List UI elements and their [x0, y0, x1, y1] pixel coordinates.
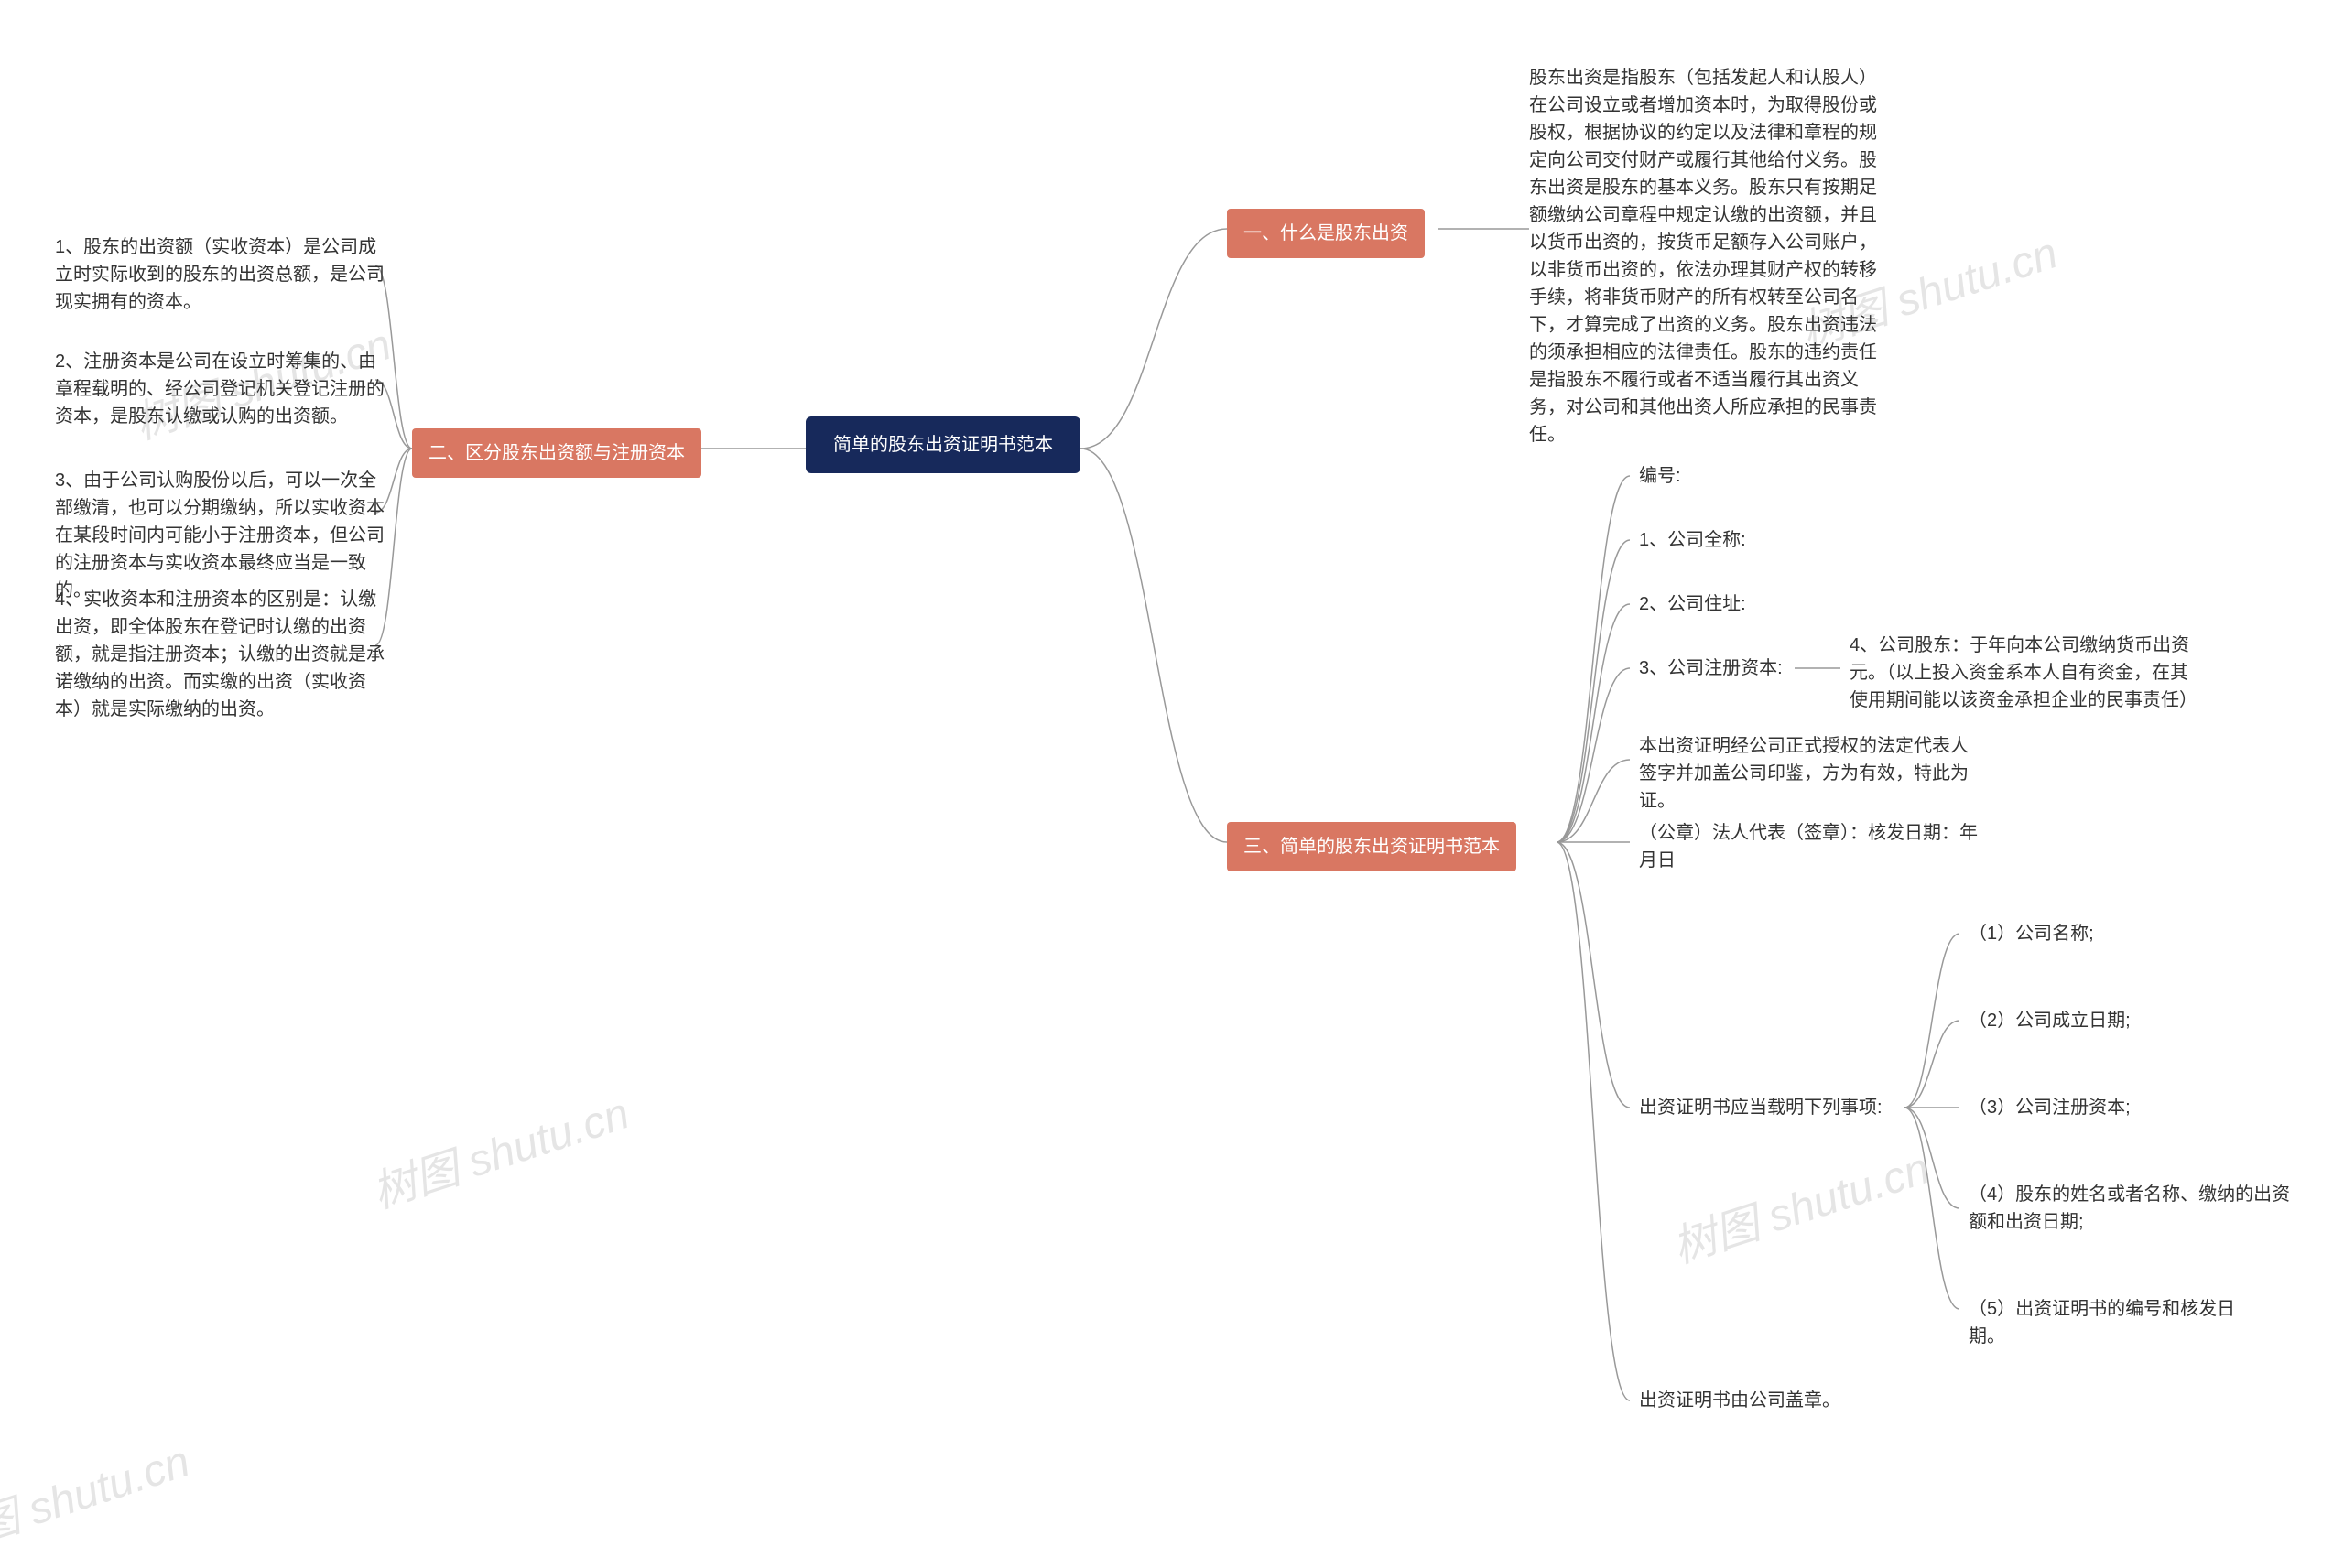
branch-3-sign: 本出资证明经公司正式授权的法定代表人签字并加盖公司印鉴，方为有效，特此为证。 [1639, 732, 1978, 815]
watermark: 树图 shutu.cn [0, 1425, 196, 1568]
watermark: 树图 shutu.cn [363, 1077, 635, 1220]
branch-3-list-3: （3）公司注册资本; [1969, 1094, 2131, 1121]
branch-3-i2: 2、公司住址: [1639, 590, 1746, 618]
branch-3-i3sub: 4、公司股东：于年向本公司缴纳货币出资元。（以上投入资金系本人自有资金，在其使用… [1850, 632, 2198, 714]
watermark: 树图 shutu.cn [1663, 1132, 1936, 1275]
root-node: 简单的股东出资证明书范本 [806, 416, 1080, 473]
branch-3-no: 编号: [1639, 462, 1681, 490]
branch-2-item-2: 2、注册资本是公司在设立时筹集的、由章程载明的、经公司登记机关登记注册的资本，是… [55, 348, 385, 430]
branch-2-item-3: 3、由于公司认购股份以后，可以一次全部缴清，也可以分期缴纳，所以实收资本在某段时… [55, 467, 385, 604]
branch-3-seal: （公章）法人代表（签章）：核发日期：年月日 [1639, 819, 1978, 874]
branch-3-list-title: 出资证明书应当载明下列事项: [1639, 1094, 1883, 1121]
branch-3-i1: 1、公司全称: [1639, 526, 1746, 554]
connectors [0, 0, 2344, 1489]
branch-3-i3: 3、公司注册资本: [1639, 654, 1783, 682]
branch-3-stamp: 出资证明书由公司盖章。 [1639, 1387, 1840, 1414]
branch-2: 二、区分股东出资额与注册资本 [412, 428, 701, 478]
branch-3-list-2: （2）公司成立日期; [1969, 1007, 2131, 1034]
branch-3-list-5: （5）出资证明书的编号和核发日期。 [1969, 1295, 2262, 1350]
branch-1: 一、什么是股东出资 [1227, 209, 1425, 258]
branch-2-item-4: 4、实收资本和注册资本的区别是：认缴出资，即全体股东在登记时认缴的出资额，就是指… [55, 586, 385, 723]
branch-1-content: 股东出资是指股东（包括发起人和认股人）在公司设立或者增加资本时，为取得股份或股权… [1529, 64, 1877, 449]
branch-3-list-4: （4）股东的姓名或者名称、缴纳的出资额和出资日期; [1969, 1181, 2298, 1236]
branch-3-list-1: （1）公司名称; [1969, 920, 2094, 947]
branch-2-item-1: 1、股东的出资额（实收资本）是公司成立时实际收到的股东的出资总额，是公司现实拥有… [55, 233, 385, 316]
branch-3: 三、简单的股东出资证明书范本 [1227, 822, 1516, 871]
